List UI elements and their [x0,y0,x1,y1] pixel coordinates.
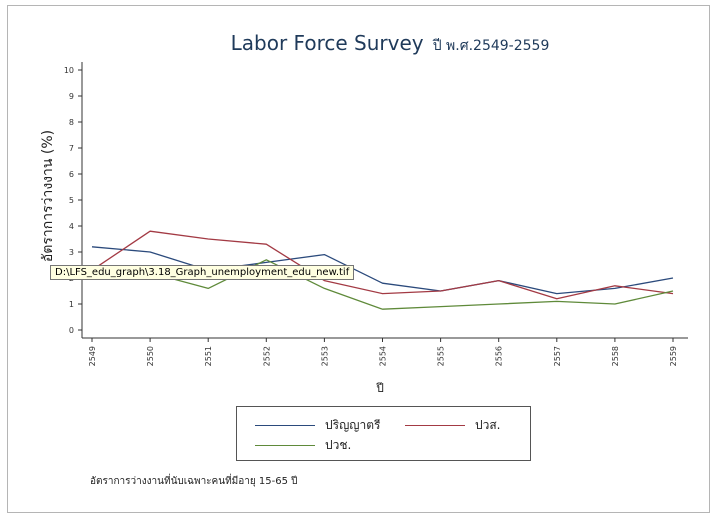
y-tick-label: 10 [64,66,74,75]
y-tick-label: 3 [69,248,74,257]
y-tick-label: 4 [69,222,74,231]
x-tick-label: 2556 [495,346,504,366]
legend: ปริญญาตรี ปวส. ปวช. [236,406,531,461]
series-line-1 [91,230,674,300]
x-tick-label: 2552 [262,346,271,366]
legend-label-high-vocational: ปวส. [475,418,501,432]
y-axis-label: อัตราการว่างงาน (%) [40,130,56,262]
x-tick-label: 2555 [437,346,446,366]
legend-label-bachelor: ปริญญาตรี [325,418,381,432]
x-tick-label: 2558 [611,346,620,366]
x-tick-label: 2549 [88,346,97,366]
x-tick-label: 2553 [320,346,329,366]
x-tick-label: 2551 [204,346,213,366]
legend-item-vocational: ปวช. [255,436,351,455]
y-tick-label: 9 [69,92,74,101]
chart-title: Labor Force Survey ปี พ.ศ.2549-2559 [231,31,550,55]
axes: 0123456789102549255025512552255325542555… [64,62,688,366]
legend-swatch-vocational [255,445,315,446]
series-line-2 [91,259,674,310]
x-tick-label: 2557 [553,346,562,366]
y-tick-label: 7 [69,144,74,153]
legend-item-high-vocational: ปวส. [405,416,501,435]
x-tick-label: 2559 [669,346,678,366]
x-axis-label: ปี [376,381,384,395]
x-tick-label: 2554 [379,346,388,366]
series-lines [91,230,674,310]
chart-title-suffix: ปี พ.ศ.2549-2559 [432,38,549,54]
y-tick-label: 1 [69,300,74,309]
series-line-0 [91,246,674,295]
footnote: อัตราการว่างงานที่นับเฉพาะคนที่มีอายุ 15… [90,476,298,487]
y-tick-label: 5 [69,196,74,205]
x-tick-label: 2550 [146,346,155,366]
legend-label-vocational: ปวช. [325,438,352,452]
y-tick-label: 8 [69,118,74,127]
legend-item-bachelor: ปริญญาตรี [255,416,381,435]
y-tick-label: 6 [69,170,74,179]
legend-swatch-bachelor [255,425,315,426]
chart-title-main: Labor Force Survey [231,31,424,55]
y-tick-label: 0 [69,326,74,335]
file-path-tooltip: D:\LFS_edu_graph\3.18_Graph_unemployment… [50,265,355,280]
legend-swatch-high-vocational [405,425,465,426]
